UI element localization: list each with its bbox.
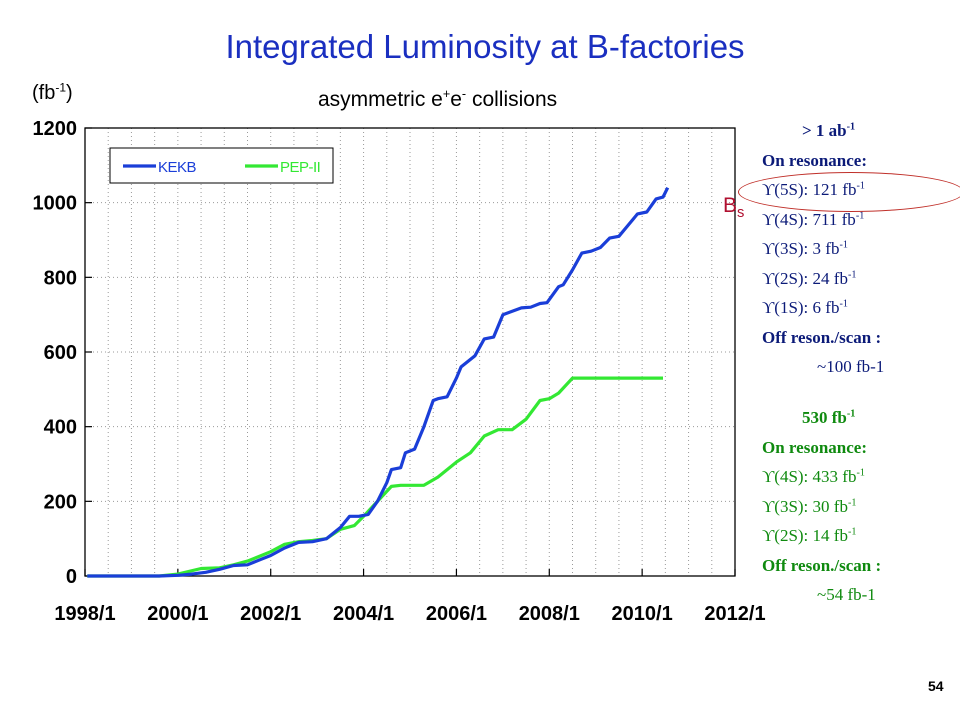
y-tick-label: 800 xyxy=(44,267,77,289)
legend-label: PEP-II xyxy=(280,159,320,176)
x-tick-label: 2004/1 xyxy=(333,603,394,625)
kekb-total: > 1 ab-1 xyxy=(802,121,856,140)
y-tick-label: 600 xyxy=(44,342,77,364)
page-number: 54 xyxy=(928,678,944,694)
kekb-item: ϒ(1S): 6 fb-1 xyxy=(762,298,848,317)
x-tick-label: 2000/1 xyxy=(147,603,208,625)
bs-highlight-oval xyxy=(738,172,960,212)
series-line-pep-ii xyxy=(87,376,663,578)
y-tick-label: 400 xyxy=(44,417,77,439)
x-tick-label: 2006/1 xyxy=(426,603,487,625)
y-tick-label: 1000 xyxy=(33,193,78,215)
kekb-item: ϒ(2S): 24 fb-1 xyxy=(762,268,857,288)
y-tick-label: 1200 xyxy=(33,118,78,140)
pep-total: 530 fb-1 xyxy=(802,408,856,427)
series-line-kekb xyxy=(87,186,670,578)
pep-on-resonance-header: On resonance: xyxy=(762,437,867,457)
kekb-item: ϒ(4S): 711 fb-1 xyxy=(762,209,865,229)
kekb-off-value: ~100 fb-1 xyxy=(817,357,885,376)
kekb-off-label: Off reson./scan : xyxy=(762,327,882,347)
x-tick-label: 1998/1 xyxy=(54,603,115,625)
pep-summary: 530 fb-1 On resonance: ϒ(4S): 433 fb-1 ϒ… xyxy=(762,403,881,610)
chart-title: Integrated Luminosity at B-factories xyxy=(225,28,745,65)
chart-subtitle: asymmetric e+e- collisions xyxy=(318,87,558,111)
y-tick-label: 200 xyxy=(44,491,77,513)
pep-off-value: ~54 fb-1 xyxy=(817,585,876,604)
pep-item: ϒ(4S): 433 fb-1 xyxy=(762,467,865,486)
pep-item: ϒ(3S): 30 fb-1 xyxy=(762,496,857,516)
y-axis-label: (fb-1) xyxy=(32,80,73,104)
x-tick-label: 2012/1 xyxy=(704,603,765,625)
x-tick-label: 2008/1 xyxy=(519,603,580,625)
pep-off-label: Off reson./scan : xyxy=(762,555,882,575)
y-tick-label: 0 xyxy=(66,566,77,588)
kekb-item: ϒ(3S): 3 fb-1 xyxy=(762,239,848,258)
bs-annotation: Bs xyxy=(723,194,745,222)
x-tick-label: 2010/1 xyxy=(612,603,673,625)
kekb-summary: > 1 ab-1 On resonance: ϒ(5S): 121 fb-1 ϒ… xyxy=(762,116,884,382)
pep-item: ϒ(2S): 14 fb-1 xyxy=(762,526,857,545)
x-tick-label: 2002/1 xyxy=(240,603,301,625)
kekb-on-resonance-header: On resonance: xyxy=(762,150,867,170)
legend-label: KEKB xyxy=(158,159,197,176)
